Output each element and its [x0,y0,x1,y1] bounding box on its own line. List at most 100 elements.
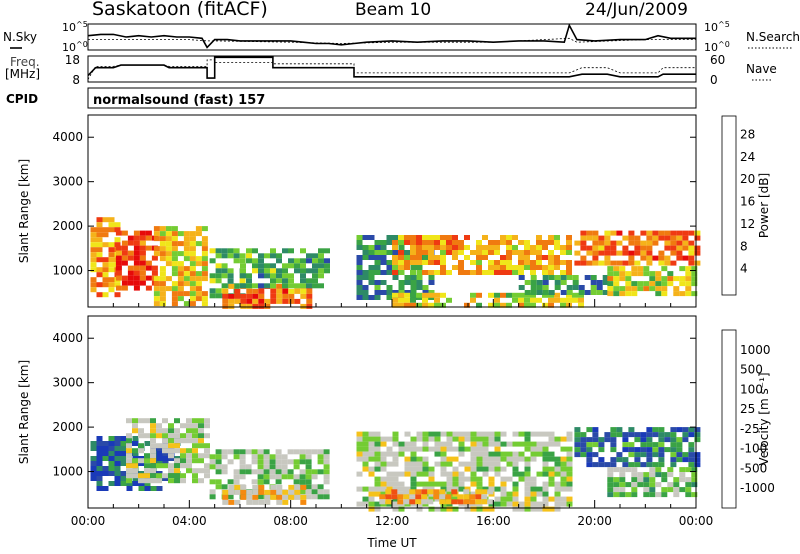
heatmap-cell [300,494,307,500]
heatmap-cell [634,437,641,443]
heatmap-cell [144,433,150,439]
heatmap-cell [464,431,471,437]
heatmap-cell [676,235,683,241]
heatmap-cell [282,278,288,284]
heatmap-cell [622,235,629,241]
heatmap-cell [616,250,623,256]
heatmap-cell [404,297,410,303]
heatmap-cell [257,469,264,475]
nsky-tick-top: 10^5 [62,20,88,34]
heatmap-cell [311,484,318,490]
heatmap-cell [323,464,330,470]
heatmap-cell [434,302,440,308]
heatmap-cell [592,245,599,251]
heatmap-cell [536,506,543,512]
heatmap-cell [631,487,638,493]
heatmap-cell [637,281,644,287]
heatmap-cell [524,431,531,437]
heatmap-cell [470,456,477,462]
heatmap-cell [625,276,632,282]
heatmap-cell [494,456,501,462]
heatmap-cell [139,245,146,251]
heatmap-cell [524,506,531,512]
heatmap-cell [356,451,363,457]
heatmap-cell [631,477,638,483]
colorbar-tick-label: 20 [740,172,755,186]
heatmap-cell [397,499,404,505]
heatmap-cell [317,459,324,465]
heatmap-cell [96,232,103,238]
heatmap-cell [536,255,542,260]
heatmap-cell [374,431,381,437]
heatmap-cell [566,496,573,502]
heatmap-cell [410,265,417,270]
heatmap-cell [198,438,204,444]
heatmap-cell [433,489,440,495]
heatmap-cell [518,456,525,462]
heatmap-cell [691,482,698,488]
heatmap-cell [670,447,677,453]
heatmap-cell [440,506,447,512]
heatmap-cell [276,298,283,304]
heatmap-cell [126,468,132,474]
heatmap-cell [312,268,318,274]
heatmap-cell [153,236,160,242]
heatmap-cell [518,270,524,275]
heatmap-cell [246,258,252,264]
heatmap-cell [422,466,429,472]
heatmap-cell [183,266,190,272]
heatmap-cell [368,431,375,437]
heatmap-cell [362,295,369,300]
heatmap-cell [362,456,369,462]
heatmap-cell [452,240,458,245]
heatmap-cell [572,292,578,298]
heatmap-cell [422,481,429,487]
heatmap-cell [524,290,531,295]
heatmap-cell [452,255,458,260]
heatmap-cell [398,250,404,255]
heatmap-cell [488,461,495,467]
heatmap-cell [263,479,270,485]
heatmap-cell [115,275,122,281]
heatmap-cell [139,255,146,261]
heatmap-cell [476,481,483,487]
heatmap-cell [554,265,560,270]
heatmap-cell [682,432,689,438]
heatmap-cell [299,474,306,480]
heatmap-cell [165,251,172,257]
heatmap-cell [536,501,543,507]
heatmap-cell [476,441,483,447]
heatmap-cell [120,471,127,476]
heatmap-cell [195,241,202,247]
heatmap-cell [239,278,246,284]
heatmap-cell [524,240,530,245]
heatmap-cell [108,282,115,288]
heatmap-cell [90,466,97,471]
heatmap-cell [542,501,549,507]
heatmap-cell [622,447,629,453]
heatmap-cell [494,441,501,447]
heatmap-cell [440,245,446,250]
heatmap-cell [446,270,452,275]
heatmap-cell [476,506,483,512]
heatmap-cell [688,260,695,266]
heatmap-cell [374,486,381,492]
heatmap-cell [288,484,295,490]
heatmap-cell [464,270,470,275]
heatmap-cell [368,471,375,477]
heatmap-cell [439,494,446,500]
heatmap-cell [518,501,525,507]
heatmap-cell [428,431,435,437]
heatmap-cell [646,240,653,246]
heatmap-cell [554,240,560,245]
heatmap-cell [580,235,587,241]
heatmap-cell [269,474,276,480]
heatmap-cell [494,292,500,298]
heatmap-cell [488,292,494,298]
heatmap-cell [598,245,605,251]
heatmap-cell [127,250,134,256]
heatmap-cell [183,271,190,277]
heatmap-cell [440,255,446,260]
heatmap-cell [385,489,392,495]
heatmap-cell [592,260,599,266]
